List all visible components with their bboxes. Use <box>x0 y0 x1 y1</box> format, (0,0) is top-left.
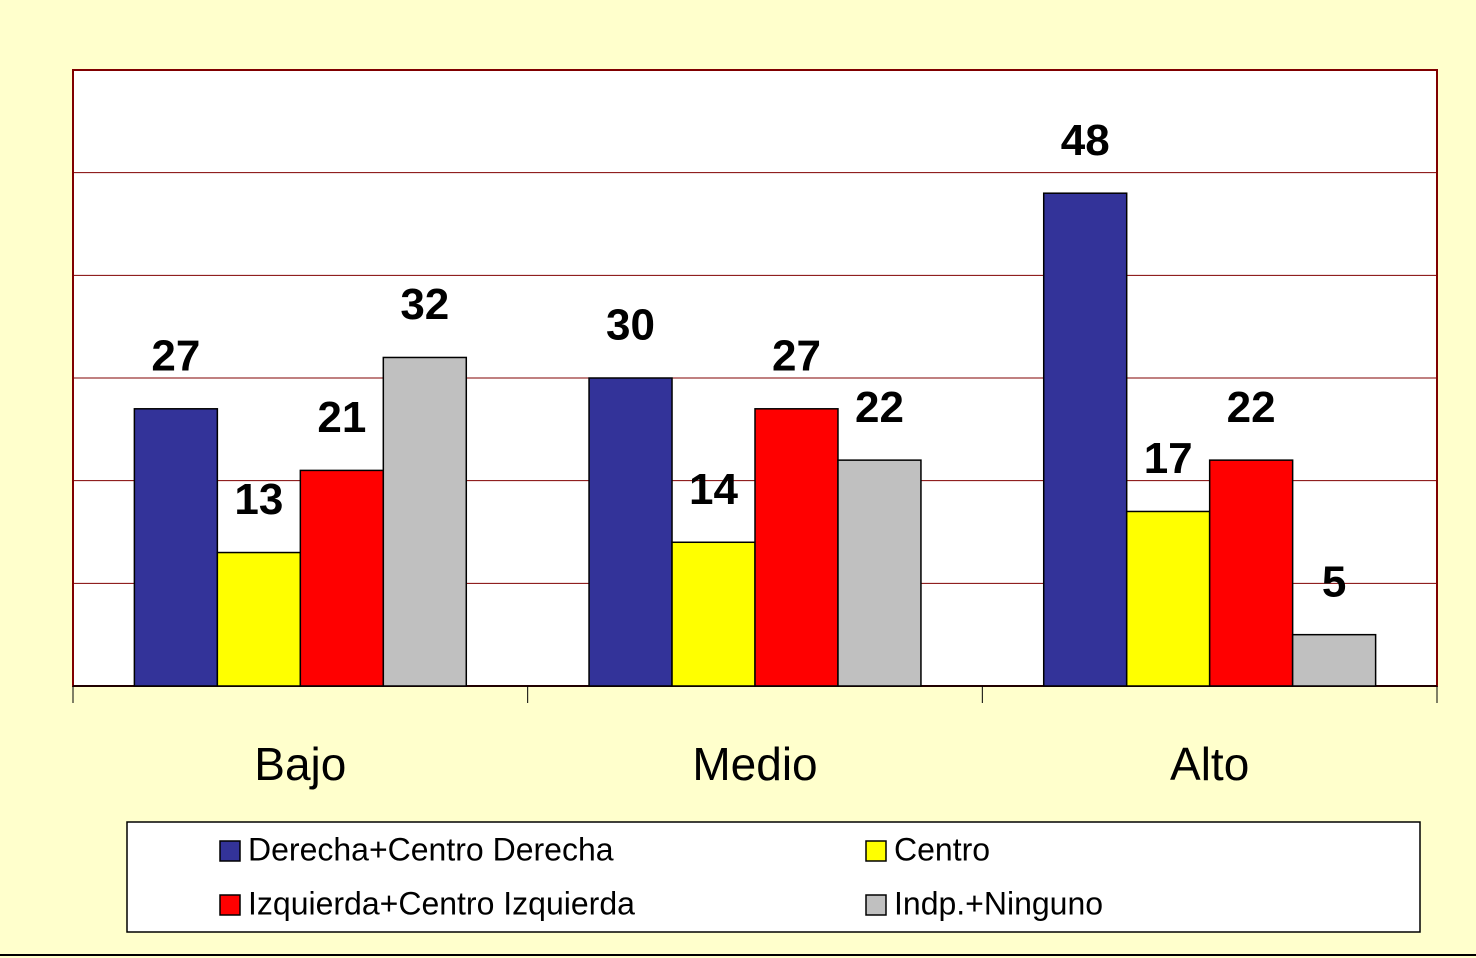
legend-label: Centro <box>894 831 990 867</box>
data-label: 32 <box>400 280 449 329</box>
bar <box>754 408 839 687</box>
legend-label: Izquierda+Centro Izquierda <box>248 885 635 921</box>
bar <box>837 459 922 687</box>
bar <box>1125 510 1211 687</box>
bar <box>1208 459 1294 687</box>
legend-swatch <box>865 894 887 916</box>
bar <box>382 356 468 687</box>
data-label: 22 <box>855 383 904 432</box>
data-label: 13 <box>234 475 283 524</box>
bar <box>216 551 302 687</box>
data-label: 21 <box>317 393 366 442</box>
data-label: 48 <box>1061 116 1110 165</box>
x-tick-label: Alto <box>1170 738 1249 790</box>
legend-swatch <box>219 840 241 862</box>
bar <box>588 377 673 687</box>
legend <box>126 821 1421 933</box>
bar <box>671 541 756 687</box>
data-label: 27 <box>772 331 821 380</box>
legend-label: Derecha+Centro Derecha <box>248 831 614 867</box>
legend-label: Indp.+Ninguno <box>894 885 1103 921</box>
legend-swatch <box>865 840 887 862</box>
data-label: 5 <box>1322 557 1346 606</box>
x-tick-label: Medio <box>692 738 817 790</box>
bar <box>1291 633 1377 687</box>
data-label: 17 <box>1144 434 1193 483</box>
bar <box>1042 192 1128 687</box>
legend-swatch <box>219 894 241 916</box>
bar <box>133 408 219 687</box>
data-label: 30 <box>606 301 655 350</box>
data-label: 14 <box>689 465 738 514</box>
data-label: 22 <box>1227 383 1276 432</box>
data-label: 27 <box>151 331 200 380</box>
bar <box>299 469 385 687</box>
x-tick-label: Bajo <box>254 738 346 790</box>
